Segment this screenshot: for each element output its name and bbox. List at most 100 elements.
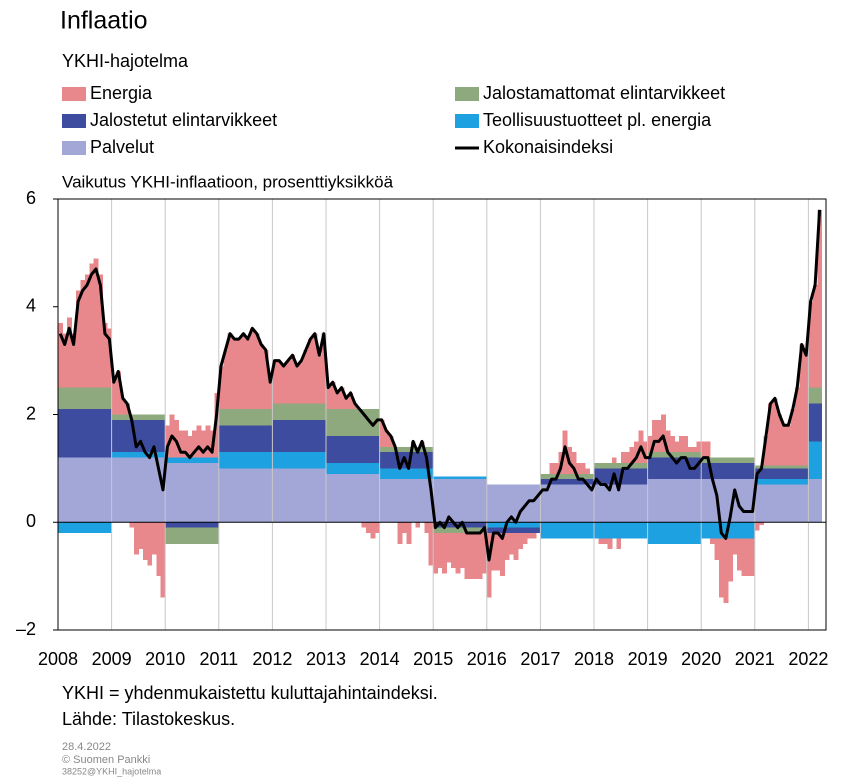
bar-segment xyxy=(674,452,680,458)
bar-segment xyxy=(120,452,126,458)
bar-segment xyxy=(156,522,162,577)
bar-segment xyxy=(638,484,644,523)
note: Lähde: Tilastokeskus. xyxy=(62,709,235,729)
bar-segment xyxy=(147,522,153,566)
bar-segment xyxy=(763,484,769,523)
x-tick-label: 2019 xyxy=(628,649,668,669)
bar-segment xyxy=(125,452,130,458)
bar-segment xyxy=(683,479,689,523)
bar-segment xyxy=(607,462,613,469)
bar-segment xyxy=(790,484,796,523)
bar-segment xyxy=(460,533,465,569)
bar-segment xyxy=(366,409,372,437)
bar-segment xyxy=(544,522,550,539)
bar-segment xyxy=(665,457,671,480)
bar-segment xyxy=(174,462,179,523)
bar-segment xyxy=(142,522,148,560)
bar-segment xyxy=(281,468,287,523)
bar-segment xyxy=(415,522,421,528)
bar-segment xyxy=(375,436,380,463)
bar-segment xyxy=(701,441,707,458)
bar-segment xyxy=(500,522,506,528)
bar-segment xyxy=(71,387,77,410)
bar-segment xyxy=(187,436,193,458)
x-tick-label: 2020 xyxy=(681,649,721,669)
bar-segment xyxy=(200,522,206,528)
x-tick-label: 2009 xyxy=(92,649,132,669)
bar-segment xyxy=(549,522,555,539)
bar-segment xyxy=(58,322,63,388)
bar-segment xyxy=(652,452,657,458)
bar-segment xyxy=(223,452,229,469)
bar-segment xyxy=(464,476,470,480)
bar-segment xyxy=(509,533,514,555)
bar-segment xyxy=(687,452,693,458)
bar-segment xyxy=(714,522,720,539)
bar-segment xyxy=(594,484,599,523)
bar-segment xyxy=(406,468,412,480)
bar-segment xyxy=(710,479,715,523)
bar-segment xyxy=(303,403,309,420)
bar-segment xyxy=(477,476,483,480)
bar-segment xyxy=(84,457,90,523)
bar-segment xyxy=(236,339,242,410)
legend-label: Energia xyxy=(90,83,153,103)
bar-segment xyxy=(683,436,689,453)
bar-segment xyxy=(620,462,626,469)
bar-segment xyxy=(446,476,452,480)
bar-segment xyxy=(361,462,367,474)
bar-segment xyxy=(71,409,77,458)
bar-segment xyxy=(468,533,474,579)
bar-segment xyxy=(504,484,510,523)
bar-segment xyxy=(473,527,479,534)
bar-segment xyxy=(393,452,398,469)
bar-segment xyxy=(299,468,305,523)
bar-segment xyxy=(401,479,407,523)
bar-segment xyxy=(419,479,425,523)
bar-segment xyxy=(692,446,698,453)
bar-segment xyxy=(142,419,148,453)
legend-label: Teollisuustuotteet pl. energia xyxy=(483,110,712,130)
bar-segment xyxy=(558,484,564,523)
bar-segment xyxy=(723,457,729,463)
bar-segment xyxy=(160,414,166,420)
bar-segment xyxy=(183,457,188,463)
bar-segment xyxy=(93,522,99,534)
footer: 38252@YKHI_hajotelma xyxy=(62,766,161,776)
bar-segment xyxy=(393,468,398,480)
bar-segment xyxy=(553,484,559,523)
bar-segment xyxy=(415,479,421,523)
bar-segment xyxy=(522,522,528,528)
bar-segment xyxy=(786,479,791,485)
bar-segment xyxy=(759,484,765,523)
bar-segment xyxy=(580,473,586,480)
bar-segment xyxy=(468,527,474,534)
bar-segment xyxy=(643,441,648,463)
bar-segment xyxy=(357,462,363,474)
bar-segment xyxy=(303,468,309,523)
bar-segment xyxy=(656,452,662,458)
bar-segment xyxy=(241,409,246,426)
bar-segment xyxy=(558,522,564,539)
bar-segment xyxy=(196,527,202,544)
bar-segment xyxy=(151,419,157,453)
bar-segment xyxy=(491,533,497,571)
x-tick-label: 2017 xyxy=(520,649,560,669)
bar-segment xyxy=(410,446,416,453)
bar-segment xyxy=(321,452,327,469)
bar-segment xyxy=(107,328,112,388)
bar-segment xyxy=(227,452,233,469)
legend-swatch xyxy=(62,114,86,128)
bar-segment xyxy=(334,473,340,523)
bar-segment xyxy=(817,479,823,523)
bar-segment xyxy=(781,468,787,480)
bar-segment xyxy=(607,468,613,485)
bar-segment xyxy=(486,527,492,534)
bar-segment xyxy=(317,403,322,420)
bar-segment xyxy=(357,409,363,437)
bar-segment xyxy=(433,476,439,480)
bar-segment xyxy=(763,468,769,480)
bar-segment xyxy=(531,522,537,528)
bar-segment xyxy=(236,425,242,453)
bar-segment xyxy=(535,522,541,528)
